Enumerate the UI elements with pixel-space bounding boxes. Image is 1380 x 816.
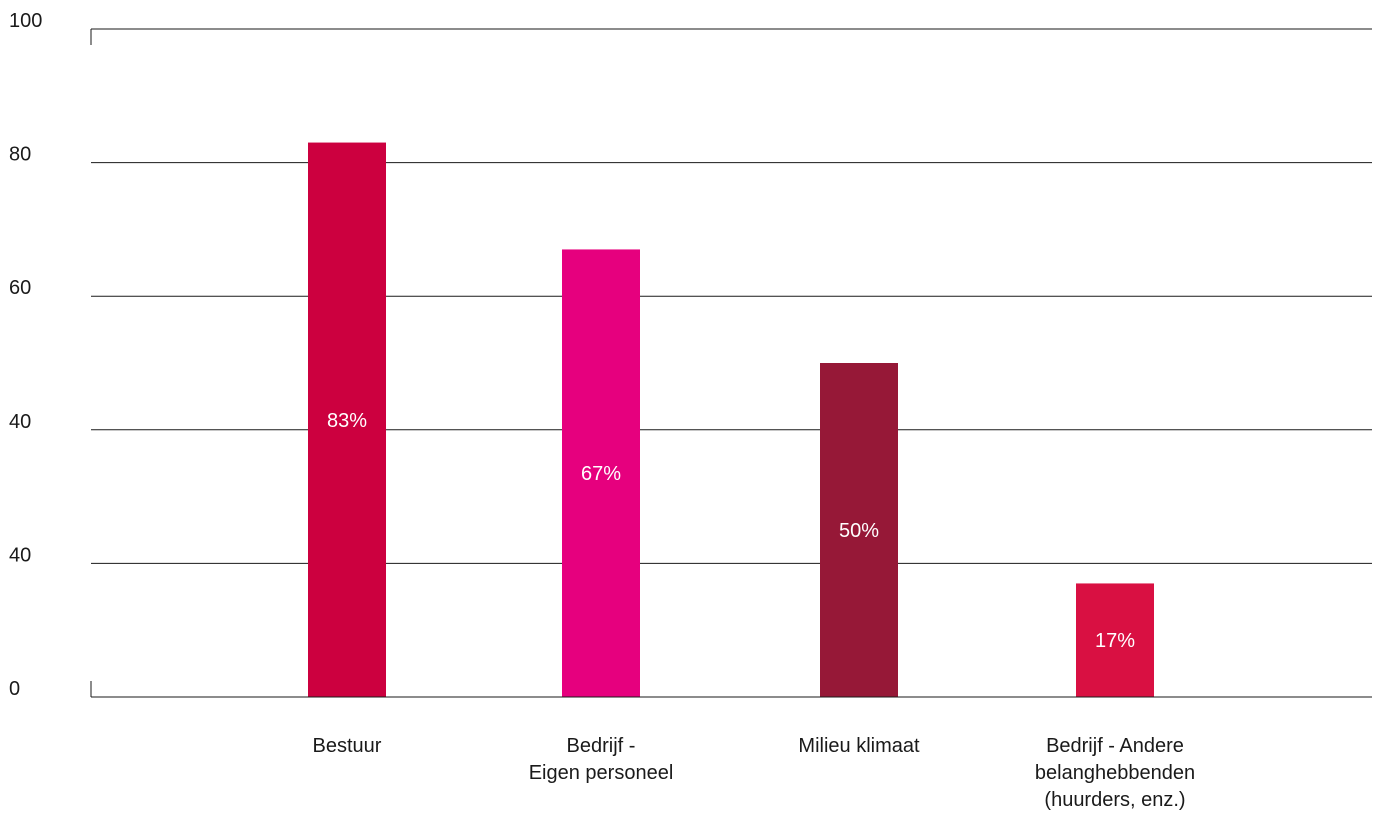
- x-category-label-line: Bestuur: [313, 735, 382, 757]
- bar: [1076, 583, 1154, 697]
- bar: [308, 142, 386, 697]
- bar-value-label: 17%: [1095, 630, 1135, 652]
- bar: [820, 363, 898, 697]
- bar-value-label: 67%: [581, 463, 621, 485]
- bars: [308, 142, 1154, 697]
- bar-value-labels: 83% 67% 50% 17%: [327, 410, 1135, 652]
- x-category-label: Bedrijf - Andere belanghebbenden (huurders…: [1035, 735, 1195, 811]
- x-category-label-line: Bedrijf -: [567, 735, 636, 757]
- gridlines: [90, 28, 1372, 697]
- x-category-label: Bedrijf - Eigen personeel: [529, 735, 674, 784]
- x-axis-category-labels: Bestuur Bedrijf - Eigen personeel Milieu kl…: [313, 735, 1196, 811]
- x-category-label-line: Eigen personeel: [529, 762, 674, 784]
- x-category-label-line: Bedrijf - Andere: [1046, 735, 1184, 757]
- y-tick-label: 0: [9, 678, 20, 700]
- x-category-label-line: Milieu klimaat: [798, 735, 920, 757]
- bar-value-label: 50%: [839, 520, 879, 542]
- bar-value-label: 83%: [327, 410, 367, 432]
- y-tick-label: 60: [9, 277, 31, 299]
- y-tick-label: 100: [9, 10, 42, 32]
- y-tick-label: 80: [9, 144, 31, 166]
- y-tick-label: 40: [9, 544, 31, 566]
- x-category-label-line: belanghebbenden: [1035, 762, 1195, 784]
- y-axis-ticks: 0 40 40 60 80 100: [9, 10, 42, 700]
- x-category-label: Bestuur: [313, 735, 382, 757]
- x-category-label: Milieu klimaat: [798, 735, 920, 757]
- y-tick-label: 40: [9, 411, 31, 433]
- x-category-label-line: (huurders, enz.): [1044, 789, 1185, 811]
- bar: [562, 249, 640, 697]
